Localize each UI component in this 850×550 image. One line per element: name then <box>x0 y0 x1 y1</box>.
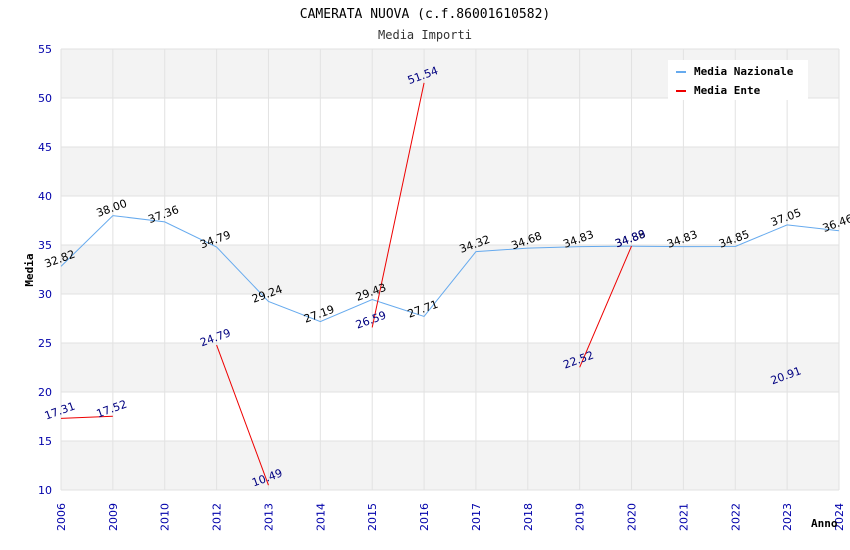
grid-bands <box>61 49 839 490</box>
x-tick-label: 2009 <box>107 503 120 531</box>
x-tick-label: 2022 <box>729 503 742 531</box>
data-label: 27.71 <box>406 298 440 321</box>
y-tick-label: 30 <box>38 288 52 301</box>
grid-band <box>61 147 839 196</box>
grid-band <box>61 441 839 490</box>
x-tick-label: 2016 <box>418 503 431 531</box>
y-tick-label: 35 <box>38 239 52 252</box>
x-tick-label: 2019 <box>574 503 587 531</box>
series-line-0 <box>60 215 840 323</box>
y-tick-label: 45 <box>38 141 52 154</box>
data-label: 27.19 <box>302 303 336 326</box>
series-line-1 <box>216 344 269 486</box>
legend-entry: Media Ente <box>694 84 761 97</box>
y-tick-label: 10 <box>38 484 52 497</box>
x-tick-label: 2015 <box>366 503 379 531</box>
data-label: 17.31 <box>43 400 77 423</box>
series-line-1 <box>371 82 425 328</box>
x-tick-label: 2020 <box>626 503 639 531</box>
series-line-1 <box>60 415 113 419</box>
x-axis-label: Anno <box>811 517 838 530</box>
y-axis-label: Media <box>23 253 36 286</box>
y-tick-label: 25 <box>38 337 52 350</box>
y-tick-label: 55 <box>38 43 52 56</box>
chart-title: CAMERATA NUOVA (c.f.86001610582) <box>300 7 550 22</box>
x-tick-label: 2017 <box>470 503 483 531</box>
chart-subtitle: Media Importi <box>378 28 472 42</box>
y-tick-label: 20 <box>38 386 52 399</box>
x-tick-label: 2013 <box>262 503 275 531</box>
data-label: 36.46 <box>821 212 850 235</box>
x-tick-label: 2006 <box>55 503 68 531</box>
y-tick-label: 50 <box>38 92 52 105</box>
series-lines <box>60 82 840 486</box>
y-ticks: 10 15 20 25 30 35 40 45 50 55 <box>38 43 52 497</box>
x-tick-label: 2024 <box>833 503 846 531</box>
x-tick-label: 2018 <box>522 503 535 531</box>
y-tick-label: 15 <box>38 435 52 448</box>
x-tick-label: 2010 <box>159 503 172 531</box>
x-tick-label: 2023 <box>781 503 794 531</box>
data-label: 37.36 <box>147 203 181 226</box>
x-tick-label: 2014 <box>314 503 327 531</box>
grid-lines <box>60 48 840 491</box>
x-ticks: 2006 2009 2010 2012 2013 2014 2015 2016 2017 2018… <box>55 503 846 531</box>
legend-entry: Media Nazionale <box>694 65 794 78</box>
data-label: 26.59 <box>354 309 388 332</box>
series-line-1 <box>579 245 632 368</box>
x-tick-label: 2021 <box>677 503 690 531</box>
y-tick-label: 40 <box>38 190 52 203</box>
grid-band <box>61 245 839 294</box>
data-label: 17.52 <box>95 398 129 421</box>
grid-band <box>61 343 839 392</box>
legend-box <box>668 60 808 100</box>
x-tick-label: 2012 <box>211 503 224 531</box>
legend: Media Nazionale Media Ente <box>668 60 808 100</box>
